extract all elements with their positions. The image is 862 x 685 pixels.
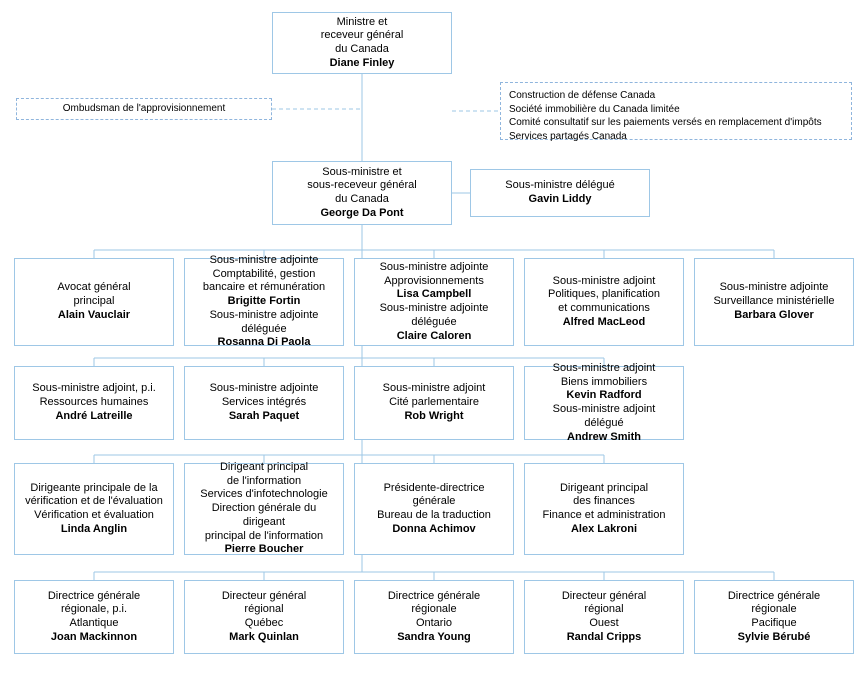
minister-box: Ministre etreceveur généraldu CanadaDian… [272, 12, 452, 74]
deputy-minister-box: Sous-ministre etsous-receveur généraldu … [272, 161, 452, 225]
org-box-r5-c1: Dirigeante principale de lavérification … [14, 463, 174, 555]
org-box-r3-c4: Sous-ministre adjointPolitiques, planifi… [524, 258, 684, 346]
org-box-r3-c2: Sous-ministre adjointeComptabilité, gest… [184, 258, 344, 346]
org-box-r3-c3: Sous-ministre adjointeApprovisionnements… [354, 258, 514, 346]
ombudsman-box: Ombudsman de l'approvisionnement [16, 98, 272, 120]
org-box-r4-c2: Sous-ministre adjointeServices intégrésS… [184, 366, 344, 440]
associate-deputy-box: Sous-ministre déléguéGavin Liddy [470, 169, 650, 217]
org-box-r4-c1: Sous-ministre adjoint, p.i.Ressources hu… [14, 366, 174, 440]
org-box-r3-c5: Sous-ministre adjointeSurveillance minis… [694, 258, 854, 346]
org-box-r3-c1: Avocat généralprincipalAlain Vauclair [14, 258, 174, 346]
org-box-r6-c1: Directrice généralerégionale, p.i.Atlant… [14, 580, 174, 654]
org-box-r6-c3: Directrice généralerégionaleOntarioSandr… [354, 580, 514, 654]
org-box-r6-c4: Directeur généralrégionalOuestRandal Cri… [524, 580, 684, 654]
org-box-r5-c4: Dirigeant principaldes financesFinance e… [524, 463, 684, 555]
org-box-r5-c2: Dirigeant principalde l'informationServi… [184, 463, 344, 555]
org-box-r6-c2: Directeur généralrégionalQuébecMark Quin… [184, 580, 344, 654]
agencies-box: Construction de défense CanadaSociété im… [500, 82, 852, 140]
org-box-r4-c4: Sous-ministre adjointBiens immobiliersKe… [524, 366, 684, 440]
org-box-r4-c3: Sous-ministre adjointCité parlementaireR… [354, 366, 514, 440]
org-box-r5-c3: Présidente-directricegénéraleBureau de l… [354, 463, 514, 555]
org-box-r6-c5: Directrice généralerégionalePacifiqueSyl… [694, 580, 854, 654]
